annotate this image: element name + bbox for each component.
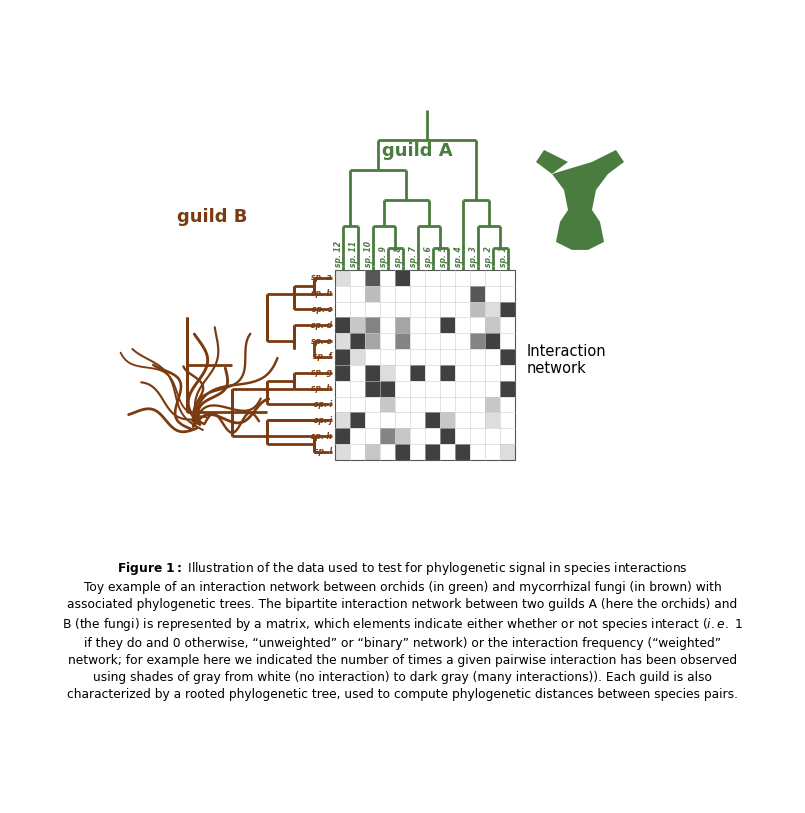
Bar (395, 444, 410, 460)
Bar (350, 333, 365, 349)
Bar (335, 317, 350, 333)
Text: sp. 12: sp. 12 (333, 241, 342, 267)
Bar (485, 302, 500, 317)
Text: sp. c: sp. c (312, 305, 332, 314)
Text: sp. l: sp. l (314, 447, 332, 456)
Text: sp. 4: sp. 4 (453, 246, 463, 267)
Bar (365, 285, 380, 302)
Bar (410, 365, 425, 380)
Bar (335, 412, 350, 428)
Bar (425, 412, 440, 428)
Bar (395, 270, 410, 285)
Bar (350, 317, 365, 333)
Bar (335, 444, 350, 460)
Bar (440, 412, 455, 428)
Text: sp. 7: sp. 7 (408, 246, 418, 267)
Bar (365, 317, 380, 333)
Bar (500, 302, 515, 317)
Bar (350, 349, 365, 365)
Bar (335, 270, 515, 460)
Text: sp. d: sp. d (311, 321, 332, 330)
Text: sp. h: sp. h (311, 384, 332, 393)
Bar (365, 270, 380, 285)
Bar (485, 317, 500, 333)
Text: sp. a: sp. a (312, 273, 332, 282)
Bar (470, 302, 485, 317)
Bar (380, 397, 395, 412)
Text: sp. 1: sp. 1 (498, 246, 507, 267)
Text: sp. b: sp. b (311, 289, 332, 298)
PathPatch shape (536, 150, 624, 250)
Text: sp. 6: sp. 6 (423, 246, 432, 267)
Bar (365, 380, 380, 397)
Text: sp. 2: sp. 2 (484, 246, 493, 267)
Text: sp. j: sp. j (314, 415, 332, 425)
Bar (335, 428, 350, 444)
Bar (395, 428, 410, 444)
Text: sp. 10: sp. 10 (364, 241, 373, 267)
Bar (365, 365, 380, 380)
Bar (440, 428, 455, 444)
Text: sp. 8: sp. 8 (394, 246, 402, 267)
Bar (485, 412, 500, 428)
Text: $\mathbf{Figure\ 1:}$ Illustration of the data used to test for phylogenetic sig: $\mathbf{Figure\ 1:}$ Illustration of th… (62, 560, 743, 701)
Text: sp. 11: sp. 11 (349, 241, 357, 267)
Text: Interaction
network: Interaction network (527, 344, 607, 376)
Bar (335, 270, 350, 285)
Bar (500, 444, 515, 460)
Bar (425, 444, 440, 460)
Bar (380, 428, 395, 444)
Text: sp. i: sp. i (314, 400, 332, 409)
Bar (335, 333, 350, 349)
Text: sp. 3: sp. 3 (469, 246, 477, 267)
Bar (365, 333, 380, 349)
Text: sp. f: sp. f (313, 353, 332, 362)
Bar (335, 365, 350, 380)
Bar (470, 333, 485, 349)
Bar (395, 333, 410, 349)
Bar (470, 285, 485, 302)
Text: sp. k: sp. k (312, 432, 332, 441)
Text: sp. e: sp. e (312, 337, 332, 346)
Text: sp. 9: sp. 9 (378, 246, 387, 267)
Bar (335, 349, 350, 365)
Bar (365, 444, 380, 460)
Bar (350, 412, 365, 428)
Text: guild B: guild B (177, 208, 247, 226)
Bar (485, 397, 500, 412)
Bar (395, 317, 410, 333)
Bar (455, 444, 470, 460)
Text: guild A: guild A (382, 142, 453, 160)
Text: sp. 5: sp. 5 (439, 246, 448, 267)
Bar (440, 365, 455, 380)
Bar (380, 380, 395, 397)
Bar (380, 365, 395, 380)
Text: sp. g: sp. g (311, 368, 332, 377)
Bar (500, 349, 515, 365)
Bar (440, 317, 455, 333)
Bar (485, 333, 500, 349)
Bar (500, 380, 515, 397)
